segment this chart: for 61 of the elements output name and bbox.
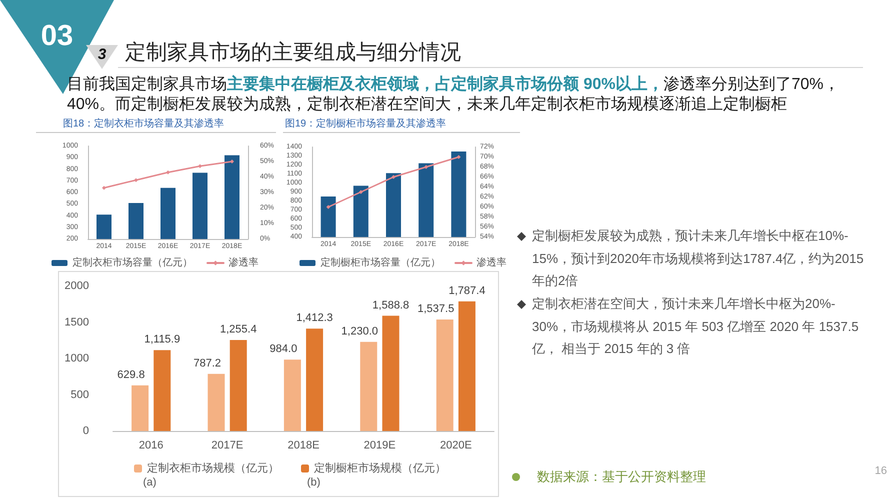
text: 03 <box>40 20 74 52</box>
data-label: 787.2 <box>193 357 222 370</box>
point <box>392 175 396 179</box>
bar <box>154 350 171 431</box>
legend-label: 定制橱柜市场容量（亿元） <box>320 256 440 268</box>
legend-label: 定制橱柜市场规模（亿元） <box>314 462 446 474</box>
bar <box>208 374 225 431</box>
data-label: 1,230.0 <box>341 325 378 338</box>
legend-label: 定制衣柜市场规模（亿元） <box>147 462 279 474</box>
source-note: 数据来源：基于公开资料整理 <box>537 469 706 485</box>
data-label: 984.0 <box>270 343 298 356</box>
bar <box>436 320 454 431</box>
x-tick-label: 2017E <box>211 440 244 452</box>
bar <box>360 342 378 431</box>
y-tick-label: 0 <box>82 425 89 437</box>
chart-title: 图18：定制衣柜市场容量及其渗透率 <box>63 118 224 130</box>
bar <box>284 360 301 431</box>
point <box>456 155 461 159</box>
text: 定制橱柜发展较为成熟，预计未来几年增长中枢在10%-15%，预计到2020年市场规模将到达1787.4亿，约为2015年的2倍 <box>532 227 865 290</box>
text: 定制家具市场的主要组成与细分情况 <box>125 41 461 65</box>
point <box>230 160 234 164</box>
bar <box>382 316 400 431</box>
x-tick-label: 2020E <box>440 440 472 452</box>
data-label: 1,588.8 <box>372 299 410 312</box>
point <box>358 190 363 194</box>
point <box>424 165 428 169</box>
point <box>102 186 106 190</box>
text: 主要集中在橱柜及衣柜领域，占定制家具市场份额 90%以上， <box>227 76 664 93</box>
x-tick-label: 2018E <box>288 440 320 452</box>
chart-title: 图19：定制橱柜市场容量及其渗透率 <box>285 118 446 130</box>
y-tick-label: 1000 <box>64 352 89 364</box>
x-tick-label: 2016 <box>138 440 164 452</box>
legend-label: 渗透率 <box>228 256 258 268</box>
text: (a) <box>143 476 156 488</box>
data-label: 1,412.3 <box>296 312 333 324</box>
legend-label: 渗透率 <box>476 256 506 268</box>
data-label: 629.8 <box>117 368 145 381</box>
point <box>198 164 202 168</box>
bar <box>306 328 324 431</box>
point <box>326 205 330 209</box>
text: 16 <box>874 465 887 478</box>
bar <box>230 340 247 431</box>
bar <box>458 301 476 431</box>
bar <box>132 385 149 431</box>
text: 3 <box>98 46 106 63</box>
text: 目前我国定制家具市场 <box>67 76 227 93</box>
data-label: 1,255.4 <box>220 323 257 336</box>
point <box>166 170 170 174</box>
legend-label: 定制衣柜市场容量（亿元） <box>72 256 192 268</box>
point <box>134 178 138 182</box>
y-tick-label: 500 <box>70 388 89 401</box>
text: 渗透率分别达到了70%， <box>663 76 840 93</box>
data-label: 1,115.9 <box>144 334 180 346</box>
text: (b) <box>307 476 320 488</box>
y-tick-label: 1500 <box>64 316 89 328</box>
x-tick-label: 2019E <box>364 440 396 452</box>
data-label: 1,787.4 <box>448 284 486 297</box>
text: 40%。而定制橱柜发展较为成熟，定制衣柜潜在空间大，未来几年定制衣柜市场规模逐渐追上定制橱柜 <box>67 96 788 113</box>
text: 定制衣柜潜在空间大，预计未来几年增长中枢为20%-30%，市场规模将从 2015 年 503 亿增至 2020 年 1537.5 亿， 相当于 2015 年的 3 倍 <box>532 295 860 358</box>
data-label: 1,537.5 <box>418 303 454 316</box>
y-tick-label: 2000 <box>64 280 89 292</box>
